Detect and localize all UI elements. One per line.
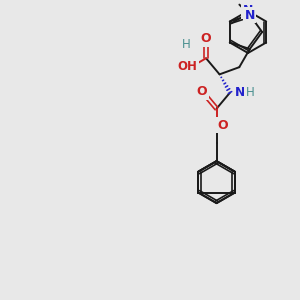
Text: H: H [182,38,190,51]
Text: O: O [196,85,207,98]
Text: N: N [235,86,245,99]
Text: N: N [244,8,255,22]
Text: O: O [217,119,228,132]
Text: O: O [201,32,212,45]
Text: N: N [243,4,253,17]
Text: H: H [246,86,254,99]
Text: OH: OH [178,60,197,73]
